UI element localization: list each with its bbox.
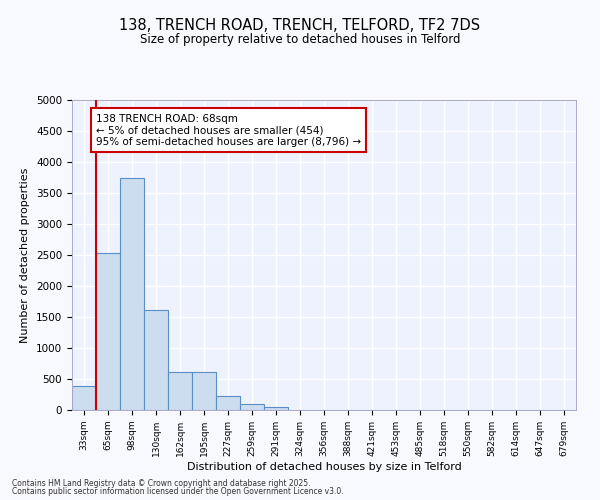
Bar — [168, 372, 192, 410]
Bar — [240, 404, 264, 410]
Bar — [144, 310, 168, 410]
Bar — [120, 178, 144, 410]
Text: Contains HM Land Registry data © Crown copyright and database right 2025.: Contains HM Land Registry data © Crown c… — [12, 478, 311, 488]
Bar — [216, 396, 240, 410]
Bar — [96, 253, 120, 410]
Text: Size of property relative to detached houses in Telford: Size of property relative to detached ho… — [140, 32, 460, 46]
Text: 138 TRENCH ROAD: 68sqm
← 5% of detached houses are smaller (454)
95% of semi-det: 138 TRENCH ROAD: 68sqm ← 5% of detached … — [96, 114, 361, 147]
Text: 138, TRENCH ROAD, TRENCH, TELFORD, TF2 7DS: 138, TRENCH ROAD, TRENCH, TELFORD, TF2 7… — [119, 18, 481, 32]
Text: Contains public sector information licensed under the Open Government Licence v3: Contains public sector information licen… — [12, 487, 344, 496]
Y-axis label: Number of detached properties: Number of detached properties — [20, 168, 31, 342]
X-axis label: Distribution of detached houses by size in Telford: Distribution of detached houses by size … — [187, 462, 461, 471]
Bar — [264, 406, 288, 410]
Bar — [72, 386, 96, 410]
Bar — [192, 372, 216, 410]
